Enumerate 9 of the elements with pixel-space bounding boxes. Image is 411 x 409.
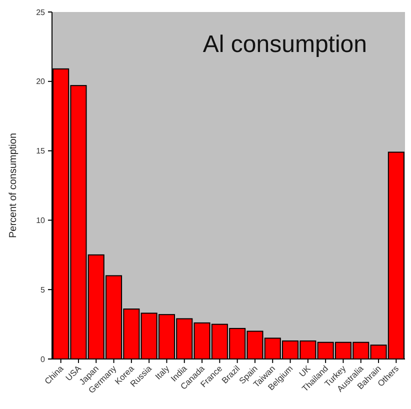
text: Al consumption <box>202 31 367 58</box>
y-tick-label: 15 <box>36 146 46 156</box>
y-tick-label: 20 <box>36 77 46 86</box>
y-tick-label: 0 <box>40 354 46 364</box>
y-tick-label: 25 <box>36 8 46 17</box>
y-tick-label: 5 <box>40 285 46 294</box>
x-tick-label: Italy <box>153 362 172 382</box>
y-tick-label: 10 <box>36 216 46 225</box>
y-axis-title: Percent of consumption <box>8 132 19 238</box>
